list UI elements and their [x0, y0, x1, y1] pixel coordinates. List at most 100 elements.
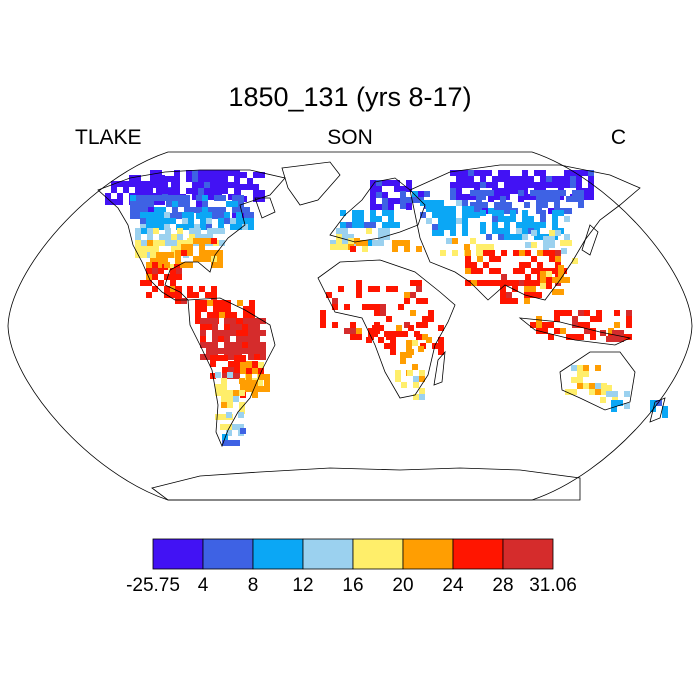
temperature-cell: [218, 348, 224, 354]
temperature-cell: [199, 250, 205, 256]
temperature-cell: [254, 324, 260, 330]
temperature-cell: [564, 176, 570, 182]
temperature-cell: [226, 424, 232, 430]
temperature-cell: [230, 354, 236, 360]
colorbar-swatch: [152, 538, 204, 570]
colorbar-swatch: [352, 538, 404, 570]
temperature-cell: [590, 334, 596, 340]
temperature-cell: [210, 188, 216, 194]
temperature-cell: [536, 316, 542, 322]
temperature-cell: [531, 242, 537, 248]
temperature-cell: [336, 228, 342, 234]
temperature-cell: [412, 340, 418, 346]
temperature-cell: [572, 196, 578, 202]
temperature-cell: [196, 207, 202, 213]
temperature-cell: [584, 328, 590, 334]
temperature-cell: [176, 212, 182, 218]
temperature-cell: [480, 228, 486, 234]
temperature-cell: [428, 316, 434, 322]
temperature-cell: [561, 248, 567, 254]
temperature-cell: [336, 234, 342, 240]
temperature-cell: [390, 337, 396, 343]
temperature-cell: [195, 228, 201, 234]
temperature-cell: [222, 367, 228, 373]
temperature-cell: [141, 228, 147, 234]
temperature-cell: [543, 236, 549, 242]
temperature-cell: [183, 240, 189, 246]
temperature-cell: [227, 396, 233, 402]
temperature-cell: [218, 336, 224, 342]
temperature-cell: [468, 194, 474, 200]
temperature-cell: [394, 198, 400, 204]
temperature-cell: [230, 224, 236, 230]
temperature-cell: [537, 250, 543, 256]
temperature-cell: [140, 218, 146, 224]
temperature-cell: [584, 310, 590, 316]
temperature-cell: [158, 224, 164, 230]
temperature-cell: [525, 274, 531, 280]
temperature-cell: [218, 212, 224, 218]
temperature-cell: [212, 336, 218, 342]
temperature-cell: [237, 300, 243, 306]
temperature-cell: [226, 201, 232, 207]
temperature-cell: [390, 331, 396, 337]
temperature-cell: [215, 384, 221, 390]
temperature-cell: [384, 234, 390, 240]
temperature-cell: [242, 324, 248, 330]
temperature-cell: [382, 198, 388, 204]
temperature-cell: [388, 210, 394, 216]
temperature-cell: [208, 207, 214, 213]
temperature-cell: [182, 218, 188, 224]
temperature-cell: [196, 213, 202, 219]
temperature-cell: [248, 212, 254, 218]
temperature-cell: [542, 190, 548, 196]
temperature-cell: [198, 188, 204, 194]
temperature-cell: [156, 252, 162, 258]
temperature-cell: [156, 182, 162, 188]
temperature-cell: [152, 218, 158, 224]
temperature-cell: [248, 324, 254, 330]
temperature-cell: [234, 176, 240, 182]
colorbar-swatch: [202, 538, 254, 570]
temperature-cell: [164, 218, 170, 224]
temperature-cell: [152, 224, 158, 230]
temperature-cell: [608, 328, 614, 334]
temperature-cell: [540, 170, 546, 176]
temperature-cell: [123, 181, 129, 187]
temperature-cell: [248, 336, 254, 342]
temperature-cell: [153, 199, 159, 205]
temperature-cell: [368, 286, 374, 292]
temperature-cell: [476, 190, 482, 196]
temperature-cell: [226, 412, 232, 418]
temperature-cell: [146, 268, 152, 274]
temperature-cell: [230, 324, 236, 330]
temperature-cell: [249, 300, 255, 306]
temperature-cell: [202, 207, 208, 213]
temperature-cell: [228, 170, 234, 176]
temperature-cell: [614, 310, 620, 316]
temperature-cell: [525, 262, 531, 268]
temperature-cell: [418, 191, 424, 197]
temperature-cell: [129, 181, 135, 187]
temperature-cell: [156, 176, 162, 182]
temperature-cell: [210, 194, 216, 200]
temperature-cell: [378, 228, 384, 234]
temperature-cell: [221, 396, 227, 402]
temperature-cell: [576, 176, 582, 182]
temperature-cell: [438, 230, 444, 236]
temperature-cell: [549, 242, 555, 248]
temperature-cell: [530, 190, 536, 196]
temperature-cell: [214, 213, 220, 219]
temperature-cell: [240, 386, 246, 392]
temperature-cell: [206, 218, 212, 224]
temperature-cell: [219, 300, 225, 306]
temperature-cell: [233, 390, 239, 396]
temperature-cell: [584, 322, 590, 328]
temperature-cell: [410, 310, 416, 316]
temperature-cell: [356, 280, 362, 286]
temperature-cell: [232, 424, 238, 430]
temperature-cell: [176, 292, 182, 298]
temperature-cell: [254, 354, 260, 360]
temperature-cell: [135, 246, 141, 252]
temperature-cell: [224, 218, 230, 224]
